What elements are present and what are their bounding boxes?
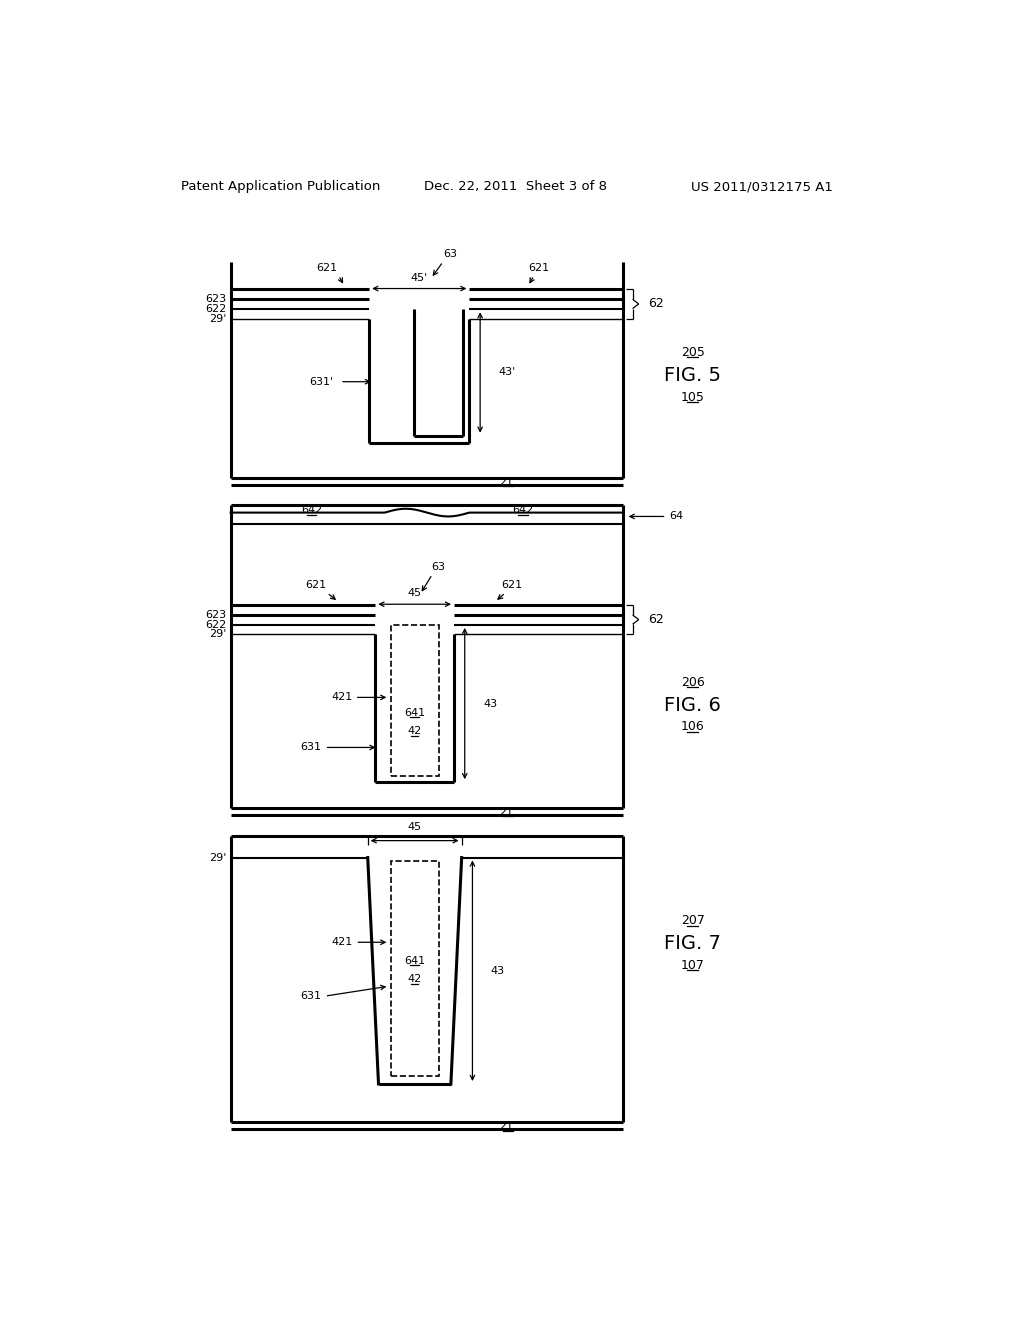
Text: 42: 42: [408, 726, 422, 737]
Text: 62: 62: [648, 612, 664, 626]
Text: 106: 106: [681, 721, 705, 733]
Text: 64: 64: [670, 511, 684, 521]
Text: 631: 631: [300, 991, 322, 1001]
Text: 29': 29': [209, 630, 226, 639]
Text: 29': 29': [209, 314, 226, 323]
Text: 107: 107: [681, 958, 705, 972]
Text: 641: 641: [404, 956, 425, 966]
Text: 623: 623: [205, 610, 226, 620]
Text: 45': 45': [411, 273, 428, 282]
Bar: [391, 626, 438, 776]
Text: 206: 206: [681, 676, 705, 689]
Text: 207: 207: [681, 915, 705, 927]
Text: 641: 641: [404, 708, 425, 718]
Text: 43: 43: [483, 698, 498, 709]
Text: 63: 63: [443, 249, 457, 259]
Text: 43': 43': [499, 367, 516, 378]
Text: 621: 621: [528, 263, 549, 273]
Text: 421: 421: [331, 693, 352, 702]
Text: 62: 62: [648, 297, 664, 310]
Text: 21': 21': [500, 477, 516, 487]
Text: 642: 642: [513, 506, 534, 515]
Text: 621: 621: [501, 579, 522, 590]
Text: 105: 105: [681, 391, 705, 404]
Text: 205: 205: [681, 346, 705, 359]
Text: 21': 21': [500, 807, 516, 817]
Text: Patent Application Publication: Patent Application Publication: [181, 181, 380, 194]
Text: 631: 631: [300, 742, 322, 752]
Bar: [391, 861, 438, 1076]
Text: Dec. 22, 2011  Sheet 3 of 8: Dec. 22, 2011 Sheet 3 of 8: [424, 181, 607, 194]
Text: 63: 63: [431, 561, 445, 572]
Text: 45: 45: [408, 589, 422, 598]
Text: 621: 621: [305, 579, 326, 590]
Text: FIG. 5: FIG. 5: [665, 366, 721, 385]
Text: 621: 621: [316, 263, 338, 273]
Text: 421: 421: [331, 937, 352, 948]
Text: FIG. 6: FIG. 6: [665, 696, 721, 714]
Text: 631': 631': [309, 376, 334, 387]
Text: 42: 42: [408, 974, 422, 985]
Text: 21': 21': [500, 1121, 516, 1131]
Text: 622: 622: [205, 620, 226, 630]
Text: 43: 43: [490, 966, 505, 975]
Text: 623: 623: [205, 294, 226, 305]
Text: 29': 29': [209, 853, 226, 862]
Text: 45: 45: [408, 822, 422, 832]
Text: 622: 622: [205, 305, 226, 314]
Text: 642: 642: [301, 506, 323, 515]
Text: FIG. 7: FIG. 7: [665, 935, 721, 953]
Text: US 2011/0312175 A1: US 2011/0312175 A1: [691, 181, 833, 194]
